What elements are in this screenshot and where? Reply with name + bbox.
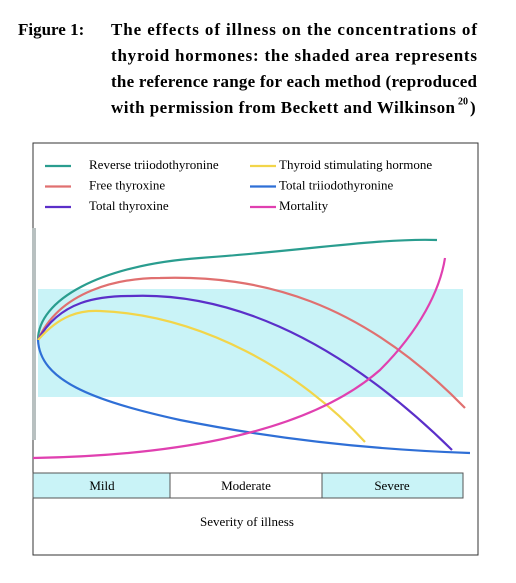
legend-label: Mortality [279,198,329,213]
caption-end: ) [470,98,476,117]
axis-bar [32,228,36,440]
curve [32,257,447,460]
severity-label: Mild [89,478,115,493]
figure-label: Figure 1: [18,20,84,39]
x-axis-label: Severity of illness [200,514,294,529]
legend-label: Total triiodothyronine [279,177,393,192]
curve [36,238,438,341]
severity-cell [32,472,171,499]
citation: 20 [458,96,468,107]
legend-label: Reverse triiodothyronine [89,157,219,172]
legend-label: Total thyroxine [89,198,169,213]
caption-line: The effects of illness on the concentrat… [111,20,477,39]
legend-label: Free thyroxine [89,177,165,192]
curve [36,276,466,409]
curve [37,294,453,451]
caption-line: the reference range for each method (rep… [111,72,478,91]
severity-cell [169,472,323,499]
caption-line: with permission from Beckett and Wilkins… [111,98,456,117]
caption-line: thyroid hormones: the shaded area repres… [111,46,477,65]
severity-label: Severe [374,478,410,493]
legend-label: Thyroid stimulating hormone [279,157,432,172]
legend: Reverse triiodothyronine Thyroid stimulat… [45,157,432,213]
severity-label: Moderate [221,478,271,493]
curves [32,238,471,460]
curve [37,309,366,443]
curve [36,339,471,455]
reference-range [38,289,463,397]
severity-cell [321,472,464,499]
